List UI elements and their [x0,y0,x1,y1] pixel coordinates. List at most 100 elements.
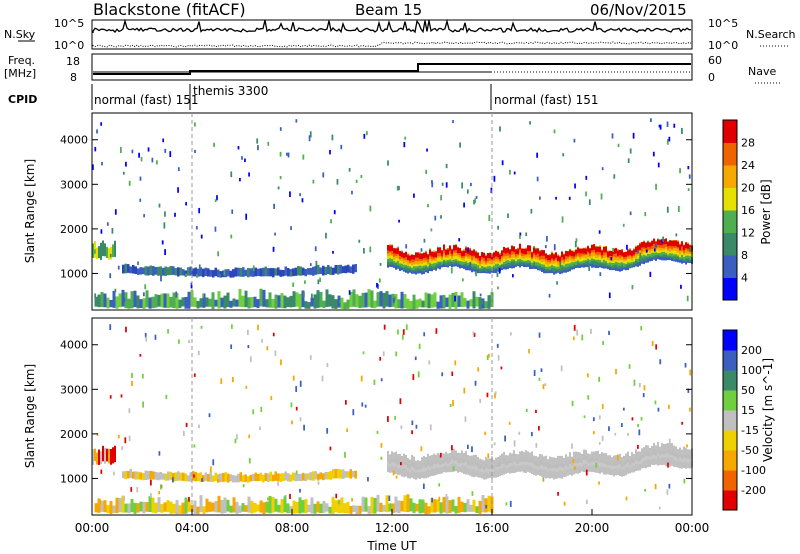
power-scatter-cell [314,246,317,252]
power-night-cell [433,252,435,258]
power-scatter-cell [292,282,295,287]
power-near-range-cell [274,294,278,309]
power-morning-cell [304,268,307,277]
vel-night-cell [419,461,421,468]
vel-scatter-cell [290,402,293,408]
vel-scatter-cell [274,350,277,357]
nsky-tick-high: 10^5 [54,17,84,30]
power-scatter-cell [109,273,112,279]
power-scatter-cell [279,151,282,157]
power-scatter-cell [441,182,444,186]
power-scatter-cell [627,158,630,164]
vel-scatter-cell [230,344,233,349]
vel-near-range-cell [139,501,143,512]
vel-near-range-cell [250,500,254,514]
vel-night-cell [447,453,449,460]
power-morning-cell [272,268,275,278]
vel-near-range-cell [208,501,212,512]
velocity-colorbar-label: Velocity [m s^-1] [761,358,775,462]
power-scatter-cell [369,246,372,253]
power-near-range-cell [451,292,455,307]
vel-near-range-cell [382,504,386,512]
power-scatter-cell [257,145,259,151]
power-morning-cell [167,267,170,276]
power-scatter-cell [546,236,548,242]
power-scatter-cell [100,229,103,234]
power-night-cell [459,248,461,254]
power-near-range-cell [475,296,479,307]
vel-scatter-cell [292,375,295,381]
power-scatter-cell [652,151,655,157]
power-night-cell [571,250,573,256]
vel-near-range-cell [124,503,128,513]
power-scatter-cell [230,234,233,239]
vel-morning-cell [164,473,167,481]
vel-morning-cell [167,471,170,481]
power-night-cell [497,252,499,258]
power-scatter-cell [223,269,226,276]
power-scatter-cell [553,129,556,134]
vel-near-range-cell [349,506,353,514]
vel-scatter-cell [477,367,480,372]
power-night-cell [483,252,485,258]
vel-scatter-cell [583,415,586,419]
vel-near-range-cell [226,499,230,512]
vel-night-cell [533,455,535,462]
vel-morning-cell [252,473,255,482]
vel-scatter-cell [395,351,398,357]
vel-night-cell [405,456,407,464]
vel-night-cell [521,450,523,458]
power-scatter-cell [650,118,652,123]
vel-scatter-cell [655,344,658,350]
power-night-cell [439,247,441,253]
vel-night-cell [475,456,477,463]
power-night-cell [569,250,571,256]
power-scatter-cell [498,267,501,274]
power-morning-cell [147,266,150,276]
vel-night-cell [631,453,633,464]
vel-scatter-cell [399,462,402,466]
vel-night-cell [635,450,637,457]
vel-scatter-cell [309,355,312,360]
power-night-cell [659,240,661,246]
freq-trace [93,63,691,75]
vel-morning-cell [342,469,345,479]
vel-morning-cell [284,471,287,481]
nsearch-tick-high: 10^5 [708,17,738,30]
vel-scatter-cell [220,378,223,384]
vel-near-range-cell [97,498,101,513]
power-colorbar-tick-6: 28 [741,137,755,150]
vel-scatter-cell [248,434,251,439]
power-morning-cell [344,265,347,274]
power-morning-cell [319,267,322,274]
power-near-range-cell [442,294,446,309]
power-night-cell [673,240,675,247]
power-dusk-cell [104,243,106,257]
vel-scatter-cell [360,375,363,382]
power-scatter-cell [661,238,664,243]
power-dusk-cell [112,244,114,258]
vel-night-cell [609,455,611,462]
vel-near-range-cell [238,505,242,513]
power-scatter-cell [470,182,472,187]
power-scatter-cell [239,177,241,182]
vel-morning-cell [272,474,275,482]
vel-scatter-cell [486,355,489,360]
vel-near-range-cell [109,500,113,515]
power-near-range-cell [196,300,200,309]
power-scatter-cell [286,152,288,156]
vel-night-cell [467,456,469,466]
station-title: Blackstone (fitACF) [93,0,246,19]
vel-night-cell [531,451,533,458]
vel-scatter-cell [472,331,475,335]
power-night-cell [609,250,611,256]
vel-night-cell [641,448,643,456]
vel-scatter-cell [123,495,125,502]
vel-morning-cell [209,472,212,482]
power-night-cell [653,240,655,249]
power-night-cell [567,251,569,257]
vel-near-range-cell [211,502,215,512]
vel-night-cell [567,458,569,468]
power-morning-cell [197,268,200,277]
nsearch-tick-low: 10^0 [708,39,738,52]
